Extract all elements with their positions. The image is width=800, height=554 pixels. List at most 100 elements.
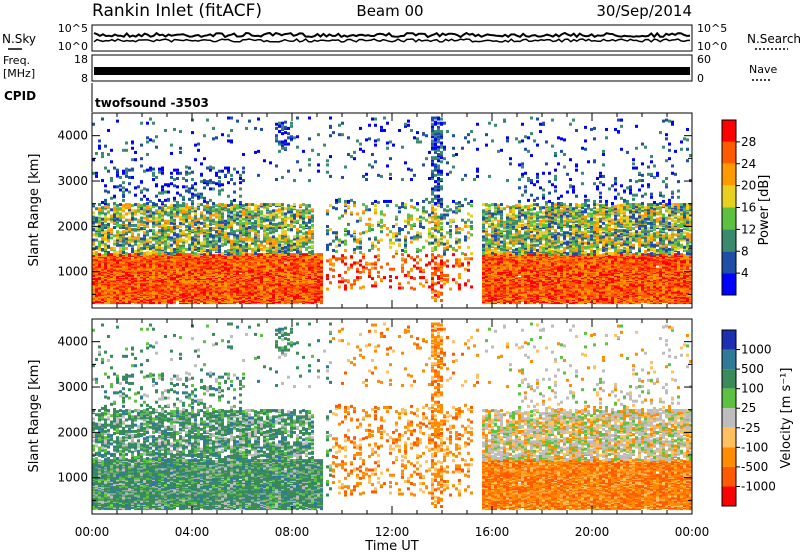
power-cell [107,206,110,209]
power-cell [173,212,176,215]
power-cell [143,221,146,224]
power-cell [242,245,245,248]
power-cell [143,217,146,220]
power-cell [122,251,125,254]
power-cell [155,195,158,198]
power-cell [197,233,200,236]
power-cell [227,237,230,240]
power-cell [122,248,125,251]
power-cell [176,185,179,188]
power-cell [134,250,137,253]
power-cell [227,232,230,235]
power-cell [212,167,215,170]
power-cell [113,202,116,205]
power-cell [158,215,161,218]
power-cell [191,200,194,203]
power-cell [176,225,179,228]
power-cell [116,224,119,227]
power-cell [191,248,194,251]
power-cell [239,237,242,240]
power-cell [239,181,242,184]
power-cell [119,203,122,206]
power-cell [164,183,167,186]
power-cell [119,231,122,234]
power-cell [155,252,158,255]
power-cell [227,167,230,170]
power-cell [197,218,200,221]
power-cell [131,158,134,161]
power-cell [122,204,125,207]
power-cell [104,145,107,148]
power-cell [176,271,179,274]
power-cell [122,191,125,194]
power-cell [143,237,146,240]
power-cell [203,197,206,200]
power-cell [242,300,245,303]
power-cell [224,223,227,226]
power-cell [236,222,239,225]
power-cell [122,170,125,173]
power-cell [113,185,116,188]
power-cell [170,266,173,269]
power-cell [221,203,224,206]
power-cell [218,229,221,232]
power-cell [239,234,242,237]
power-cell [125,188,128,191]
power-cell [113,247,116,250]
power-cell [218,245,221,248]
power-cell [170,226,173,229]
power-cell [95,246,98,249]
power-cell [197,224,200,227]
power-cell [233,204,236,207]
power-cell [215,240,218,243]
power-cell [128,219,131,222]
power-cell [119,212,122,215]
power-cell [170,152,173,155]
power-cell [185,240,188,243]
power-cell [113,243,116,246]
power-cell [128,176,131,179]
power-cell [221,216,224,219]
power-cell [173,178,176,181]
power-cell [149,118,152,121]
power-cell [131,232,134,235]
power-cell [119,250,122,253]
power-cell [146,239,149,242]
power-cell [146,202,149,205]
power-cell [101,155,104,158]
power-cell [224,250,227,253]
power-cell [200,242,203,245]
power-cell [161,229,164,232]
power-cell [128,182,131,185]
power-cell [167,183,170,186]
power-cell [209,179,212,182]
power-cell [206,119,209,122]
power-cell [98,220,101,223]
nsky-tick-high: 10^5 [58,22,88,35]
freq-tick-low: 8 [81,72,88,85]
power-cell [173,204,176,207]
power-cell [107,240,110,243]
power-cell [200,227,203,230]
power-cell [104,224,107,227]
power-cell [146,215,149,218]
power-cell [200,211,203,214]
power-cell [173,294,176,297]
power-cell [194,243,197,246]
power-cell [203,186,206,189]
power-cell [143,252,146,255]
power-cell [188,244,191,247]
power-cell [221,188,224,191]
power-cell [110,177,113,180]
power-cell [113,195,116,198]
freq-unit-label: [MHz] [3,67,35,80]
power-cell [203,179,206,182]
power-cell [146,233,149,236]
power-cell [125,227,128,230]
cpid-value: twofsound -3503 [95,96,209,110]
power-cell [227,208,230,211]
power-cell [194,217,197,220]
power-cell [230,240,233,243]
power-cell [194,182,197,185]
power-cell [164,224,167,227]
